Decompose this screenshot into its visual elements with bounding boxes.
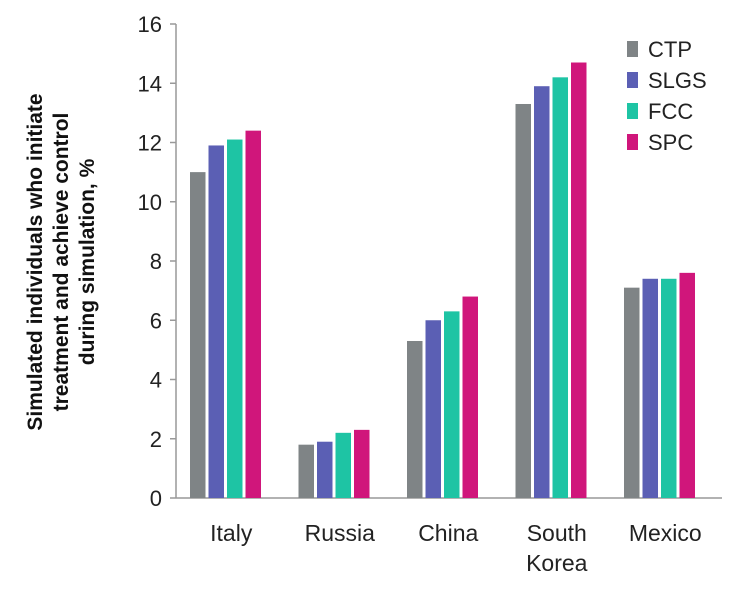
bar [190, 172, 206, 498]
category-labels: Italy Russia China South Korea Mexico [210, 520, 702, 576]
y-tick-label: 16 [138, 12, 162, 37]
legend-swatch [627, 134, 638, 150]
bar [571, 62, 587, 498]
bar [444, 311, 460, 498]
y-axis-label-line: during simulation, % [76, 158, 99, 365]
bar [515, 103, 531, 499]
y-axis-label: Simulated individuals who initiate treatm… [24, 93, 99, 430]
bars [190, 62, 695, 499]
x-category-label: South [527, 520, 587, 546]
legend-label: SLGS [648, 68, 707, 93]
bar [354, 429, 370, 498]
y-tick-label: 0 [150, 486, 162, 511]
legend-label: CTP [648, 37, 692, 62]
y-tick-label: 8 [150, 249, 162, 274]
bar [208, 145, 224, 498]
x-category-label: Italy [210, 520, 253, 546]
x-category-label: Russia [305, 520, 376, 546]
y-tick-label: 10 [138, 190, 162, 215]
bar [534, 86, 550, 499]
bar [425, 320, 441, 498]
bar [245, 130, 261, 498]
bar [317, 441, 333, 498]
legend-label: FCC [648, 99, 693, 124]
legend-swatch [627, 72, 638, 88]
bar [642, 278, 658, 498]
y-tick-label: 6 [150, 308, 162, 333]
bar [679, 272, 695, 498]
legend-swatch [627, 41, 638, 57]
bar [335, 432, 351, 498]
y-axis: 0 2 4 6 8 10 12 14 16 [138, 12, 177, 511]
y-tick-label: 14 [138, 71, 162, 96]
bar [407, 340, 423, 498]
y-axis-label-line: treatment and achieve control [50, 113, 73, 412]
legend-label: SPC [648, 130, 693, 155]
bar [462, 296, 478, 498]
bar [227, 139, 243, 498]
y-tick-label: 4 [150, 368, 162, 393]
y-tick-label: 2 [150, 427, 162, 452]
legend-swatch [627, 103, 638, 119]
bar [552, 77, 568, 498]
x-category-label: China [418, 520, 478, 546]
bar [298, 444, 314, 498]
x-category-label: Korea [526, 550, 588, 576]
bar [624, 287, 640, 498]
x-category-label: Mexico [629, 520, 702, 546]
y-axis-label-line: Simulated individuals who initiate [24, 93, 47, 430]
legend: CTP SLGS FCC SPC [627, 37, 707, 155]
bar [661, 278, 677, 498]
y-tick-label: 12 [138, 131, 162, 156]
